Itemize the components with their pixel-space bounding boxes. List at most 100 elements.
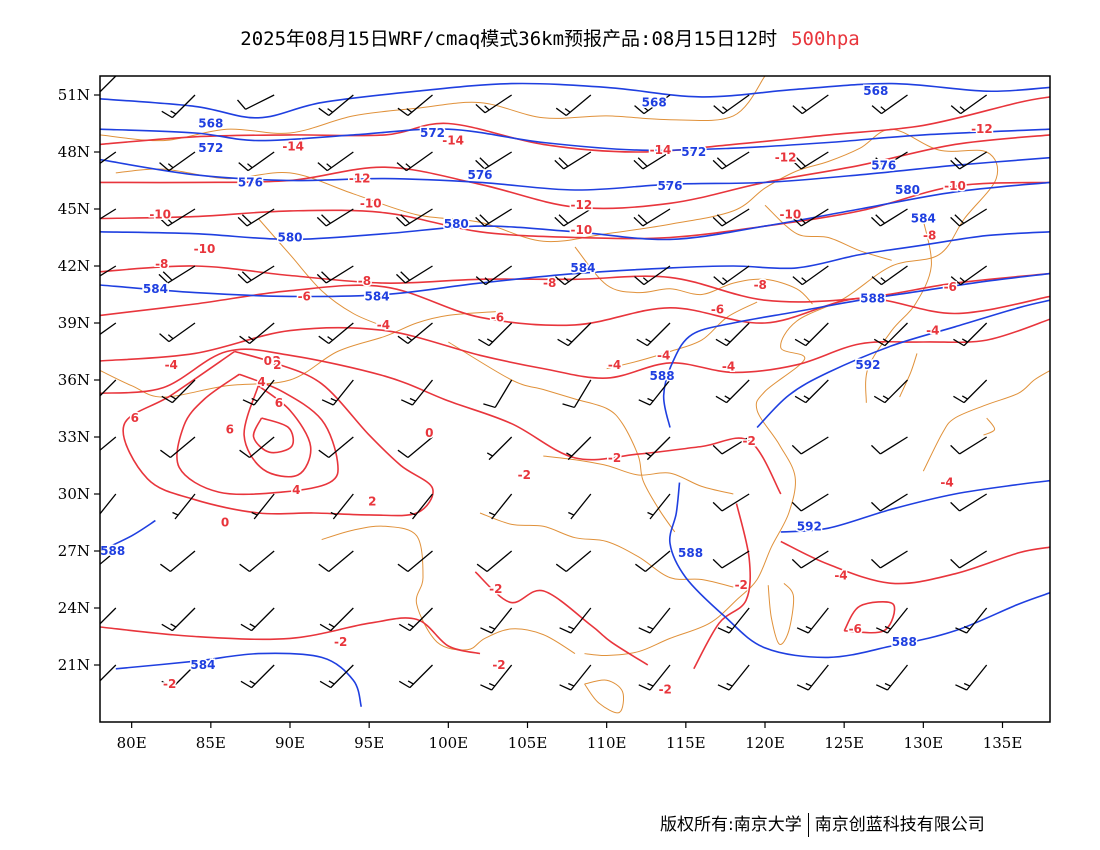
wind-barb xyxy=(319,664,354,689)
wind-barb xyxy=(871,550,908,569)
wind-barb xyxy=(791,550,829,569)
contour-labels: -14 -14 -14 -12 -12 -12 -12 -10 -10 -10 -10 -10 -10 -… xyxy=(100,83,994,699)
temperature-contour-label: 2 xyxy=(368,495,376,509)
wind-barb xyxy=(240,607,275,632)
wind-barb xyxy=(318,550,354,573)
temperature-contour-label: -8 xyxy=(923,229,936,243)
temperature-contour xyxy=(100,265,1050,303)
credit-line: 版权所有:南京大学 南京创蓝科技有限公司 xyxy=(660,810,985,837)
wind-barb xyxy=(712,436,750,455)
boundary-line xyxy=(983,417,996,436)
wind-barb xyxy=(792,94,829,115)
title-level: 500hpa xyxy=(791,28,860,50)
wind-barb xyxy=(794,379,829,404)
temperature-contour xyxy=(843,601,896,634)
temperature-contour-label: -4 xyxy=(926,324,939,338)
temperature-contour xyxy=(176,373,339,496)
temperature-contour-label: -6 xyxy=(944,280,957,294)
temperature-contour-label: -2 xyxy=(267,354,280,368)
height-contour-label: 588 xyxy=(860,291,885,305)
wind-barbs xyxy=(100,76,988,722)
wind-barb xyxy=(712,550,750,569)
temperature-contour xyxy=(252,417,295,454)
temperature-contour-label: -2 xyxy=(659,683,672,697)
wind-barb xyxy=(712,151,750,170)
wind-barb xyxy=(796,664,829,691)
temperature-contour xyxy=(100,348,782,495)
wind-barb xyxy=(237,94,275,110)
boundary-line xyxy=(100,311,496,398)
wind-barb xyxy=(480,664,513,691)
wind-barb xyxy=(950,436,988,455)
wind-barb xyxy=(871,493,908,512)
height-contour-label: 576 xyxy=(657,179,682,193)
x-tick-label: 115E xyxy=(666,734,706,752)
temperature-contour-label: -2 xyxy=(163,677,176,691)
temperature-contour-label: -4 xyxy=(940,476,953,490)
credit-left: 版权所有:南京大学 xyxy=(660,815,802,835)
height-contour-label: 588 xyxy=(892,635,917,649)
wind-barb xyxy=(638,607,671,634)
temperature-contour xyxy=(474,571,649,666)
wind-barb xyxy=(397,322,433,345)
height-contour xyxy=(100,156,1050,191)
temperature-contour-label: -8 xyxy=(358,274,371,288)
height-contour-label: 592 xyxy=(797,519,822,533)
wind-barb xyxy=(161,94,196,119)
wind-barb xyxy=(871,265,908,286)
temperature-contour-label: 2 xyxy=(273,358,281,372)
plot-frame xyxy=(99,75,1051,723)
x-tick-label: 95E xyxy=(354,734,384,752)
temperature-contour xyxy=(100,617,481,655)
wind-barb xyxy=(431,721,433,722)
wind-barb xyxy=(478,322,513,347)
height-contour xyxy=(100,231,1050,298)
height-contour-label: 580 xyxy=(277,231,302,245)
wind-barb xyxy=(251,493,275,520)
x-axis: 80E 85E 90E 95E 100E 105E 110E 115E 120E 125E 130E… xyxy=(117,722,1022,752)
height-contour-label: 572 xyxy=(198,141,223,155)
height-contours xyxy=(100,82,1050,708)
boundary-line xyxy=(543,455,734,495)
temperature-contour-label: -4 xyxy=(722,360,735,374)
wind-barb xyxy=(316,208,354,227)
y-tick-label: 45N xyxy=(58,200,90,218)
wind-barb xyxy=(873,322,908,347)
wind-barb xyxy=(239,322,275,345)
wind-barb xyxy=(100,322,117,336)
wind-barb xyxy=(647,493,671,520)
height-contour-label: 572 xyxy=(420,126,445,140)
wind-barb xyxy=(318,322,354,345)
wind-barb xyxy=(476,550,513,573)
wind-barb xyxy=(237,265,275,284)
wind-barb xyxy=(398,607,433,632)
boundary-line xyxy=(257,218,386,328)
wind-barb xyxy=(871,436,908,455)
wind-barb xyxy=(319,607,354,632)
map-title: 2025年08月15日WRF/cmaq模式36km预报产品:08月15日12时 5… xyxy=(0,24,1100,51)
boundary-line xyxy=(865,220,932,403)
temperature-contour-label: 6 xyxy=(275,396,283,410)
temperature-contour-label: 6 xyxy=(131,411,139,425)
wind-barb xyxy=(159,322,196,343)
wind-barb xyxy=(239,550,275,573)
boundary-line xyxy=(448,341,676,533)
wind-barb xyxy=(237,208,275,227)
wind-barb xyxy=(950,265,988,286)
temperature-contour-label: -10 xyxy=(779,208,801,222)
temperature-contour-label: -2 xyxy=(735,578,748,592)
height-contour-label: 584 xyxy=(365,289,390,303)
temperature-contour-label: -2 xyxy=(489,582,502,596)
y-tick-label: 30N xyxy=(58,485,90,503)
wind-barb xyxy=(397,436,433,459)
wind-barb xyxy=(554,265,592,286)
temperature-contour-label: -14 xyxy=(282,139,304,153)
boundary-line xyxy=(922,370,1050,472)
wind-barb xyxy=(794,322,829,347)
wind-barb xyxy=(950,94,988,115)
wind-barb xyxy=(634,94,671,115)
temperature-contour xyxy=(122,350,434,517)
wind-barb xyxy=(475,151,513,170)
height-contour-label: 588 xyxy=(650,369,675,383)
temperature-contours xyxy=(100,96,1050,670)
